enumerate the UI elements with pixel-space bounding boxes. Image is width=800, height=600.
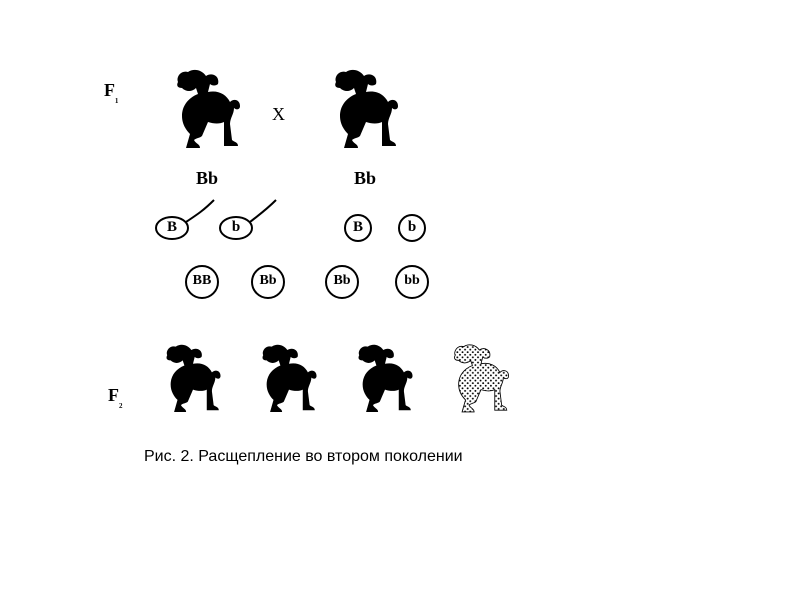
diagram-frame: F₁ F₂ X Bb Bb (0, 0, 800, 600)
f2-offspring-poodle (342, 338, 428, 424)
poodle-icon (167, 345, 221, 412)
genotype-cells-svg (0, 0, 800, 600)
genotype-cell-label: Bb (256, 273, 280, 289)
f2-offspring-poodle-recessive (438, 338, 524, 424)
genotype-cell-label: BB (190, 273, 214, 289)
poodle-icon (359, 345, 413, 412)
f2-offspring-poodle (246, 338, 332, 424)
figure-caption: Рис. 2. Расщепление во втором поколении (144, 448, 463, 466)
genotype-cell-label: bb (400, 273, 424, 289)
poodle-icon (263, 345, 317, 412)
genotype-cell-label: Bb (330, 273, 354, 289)
f2-offspring-poodle (150, 338, 236, 424)
poodle-icon (455, 345, 509, 412)
